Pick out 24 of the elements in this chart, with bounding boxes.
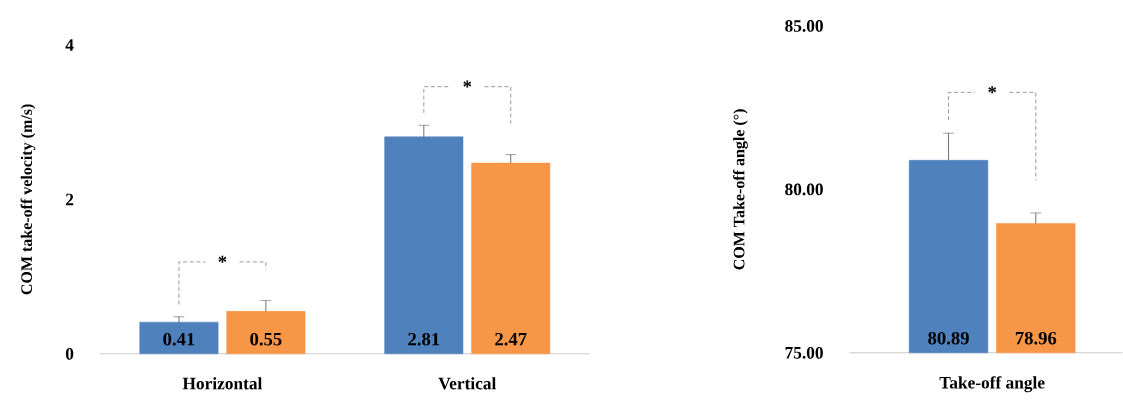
bar: [139, 321, 219, 355]
y-axis-title: COM take-off velocity (m/s): [20, 104, 36, 295]
annotation: *: [463, 80, 472, 88]
y-tick-label: 80.00: [785, 183, 823, 196]
x-tick-label: Vertical: [438, 377, 497, 390]
y-tick-label: 85.00: [785, 20, 823, 32]
data-label: 0.55: [250, 332, 282, 346]
data-label: 80.89: [928, 331, 969, 345]
annotation: *: [218, 255, 227, 263]
bar: [471, 162, 551, 355]
x-tick-label: Horizontal: [182, 377, 263, 390]
y-tick-label: 4: [65, 39, 74, 51]
bar: [226, 311, 306, 355]
y-axis-title: COM Take-off angle (°): [733, 109, 748, 270]
y-tick-label: 2: [66, 193, 74, 206]
y-tick-label: 75.00: [785, 347, 823, 359]
data-label: 0.41: [163, 332, 195, 346]
annotation: *: [988, 86, 997, 94]
bar: [384, 136, 464, 355]
y-tick-label: 0: [65, 348, 74, 360]
data-label: 2.47: [495, 333, 527, 346]
data-label: 2.81: [408, 332, 440, 346]
data-label: 78.96: [1015, 331, 1057, 345]
x-tick-label: Take-off angle: [939, 376, 1045, 393]
